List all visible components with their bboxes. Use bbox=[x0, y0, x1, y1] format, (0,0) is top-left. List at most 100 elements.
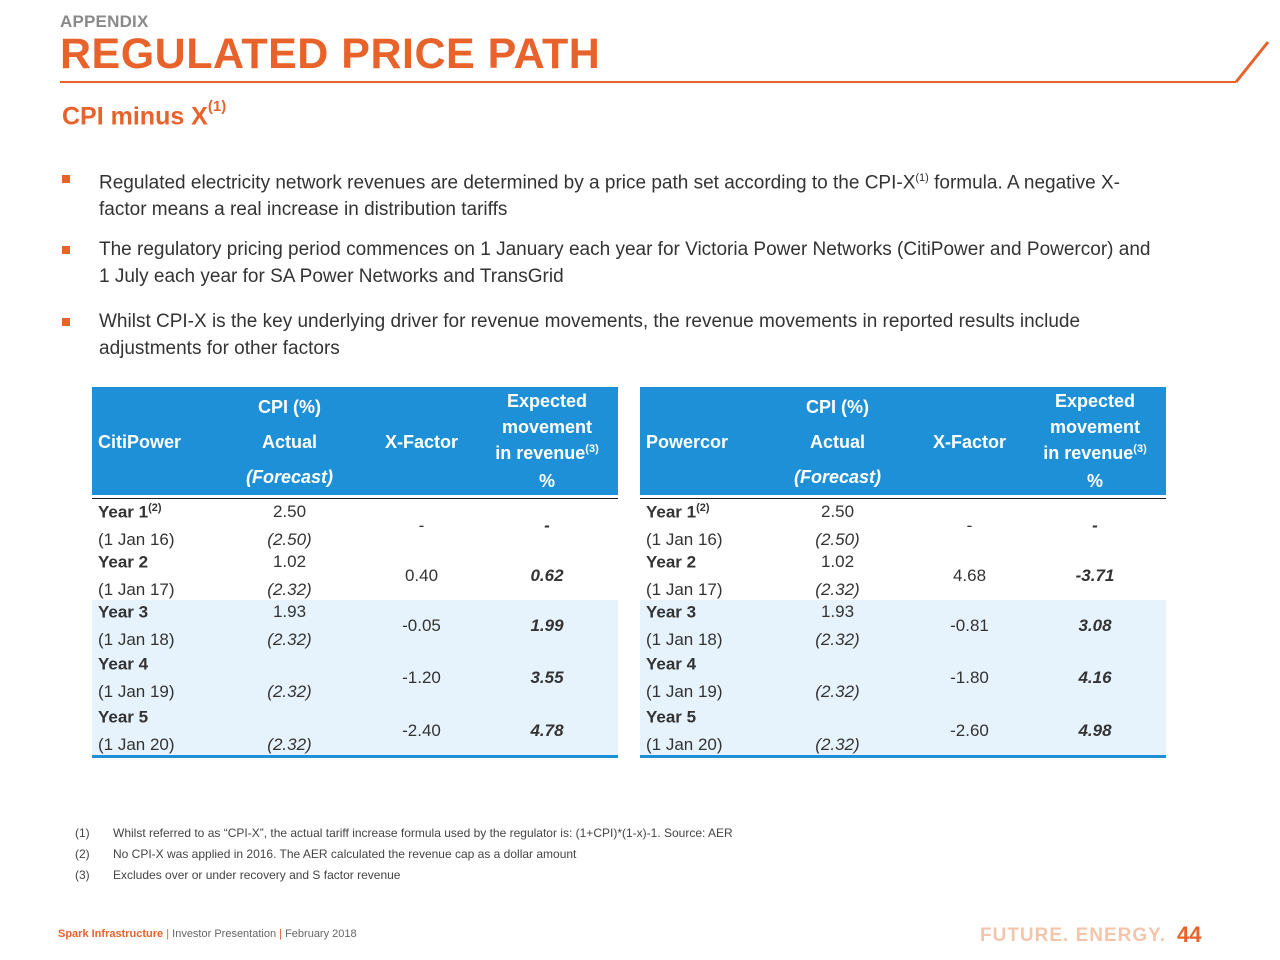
movement-header: movement bbox=[501, 417, 593, 437]
footnote-number: (2) bbox=[75, 847, 90, 861]
table-citipower: CitiPower CPI (%) Actual (Forecast) X-Factor… bbox=[92, 387, 618, 759]
cpi-forecast-cell: (2.32) bbox=[267, 735, 312, 754]
row-year-label: Year 3 bbox=[646, 602, 697, 622]
percent-header: % bbox=[1086, 471, 1103, 491]
footer-date: February 2018 bbox=[285, 928, 357, 940]
footnote-text: Excludes over or under recovery and S fa… bbox=[113, 868, 401, 882]
row-year-label: Year 2 bbox=[646, 552, 697, 572]
row-date: (1 Jan 20) bbox=[98, 735, 175, 754]
row-date: (1 Jan 17) bbox=[646, 580, 723, 599]
row-year-label: Year 1 bbox=[98, 502, 149, 522]
page-number: 44 bbox=[1177, 922, 1202, 947]
row-year-label: Year 1 bbox=[646, 502, 697, 522]
table-header: Powercor CPI (%) Actual (Forecast) X-Factor E… bbox=[640, 387, 1166, 495]
xfactor-cell: -2.60 bbox=[950, 721, 989, 740]
bullet-item: Whilst CPI-X is the key underlying drive… bbox=[62, 308, 1162, 368]
cpi-actual-cell: 1.93 bbox=[272, 602, 307, 621]
footnote-text: Whilst referred to as “CPI-X”, the actua… bbox=[113, 826, 733, 840]
xfactor-cell: - bbox=[418, 516, 425, 535]
table-powercor: Powercor CPI (%) Actual (Forecast) X-Factor E… bbox=[640, 387, 1166, 759]
table-bottom-rule bbox=[92, 755, 618, 758]
cpi-forecast-cell: (2.32) bbox=[815, 580, 860, 599]
cpi-forecast-cell: (2.32) bbox=[267, 630, 312, 649]
footer-tagline: FUTURE. ENERGY. bbox=[980, 925, 1167, 946]
movement-cell: 1.99 bbox=[530, 616, 564, 635]
cpi-forecast-cell: (2.32) bbox=[815, 682, 860, 701]
row-date: (1 Jan 20) bbox=[646, 735, 723, 754]
bullet-square-icon bbox=[62, 246, 70, 254]
cpi-actual-cell: 1.93 bbox=[820, 602, 855, 621]
movement-header: movement bbox=[1049, 417, 1141, 437]
row-date: (1 Jan 16) bbox=[646, 530, 723, 549]
xfactor-cell: -2.40 bbox=[402, 721, 441, 740]
cpi-actual-cell: 2.50 bbox=[272, 502, 307, 521]
row-date: (1 Jan 16) bbox=[98, 530, 175, 549]
row-date: (1 Jan 18) bbox=[98, 630, 175, 649]
bullet-item: Regulated electricity network revenues a… bbox=[62, 165, 1162, 225]
row-year-label: Year 5 bbox=[98, 707, 149, 727]
bullet-text: Whilst CPI-X is the key underlying drive… bbox=[99, 311, 1081, 359]
movement-footnote-ref: (3) bbox=[585, 443, 599, 455]
bullet-square-icon bbox=[62, 318, 70, 326]
table-header: CitiPower CPI (%) Actual (Forecast) X-Factor… bbox=[92, 387, 618, 495]
row-year: Year 4 bbox=[98, 654, 148, 675]
cpi-forecast-cell: (2.32) bbox=[267, 580, 312, 599]
row-year: Year 5 bbox=[98, 707, 148, 728]
footnote-text: No CPI-X was applied in 2016. The AER ca… bbox=[113, 847, 577, 861]
xfactor-cell: -1.20 bbox=[402, 668, 441, 687]
xfactor-cell: - bbox=[966, 516, 973, 535]
movement-header: in revenue(3) bbox=[492, 443, 602, 464]
xfactor-cell: 4.68 bbox=[952, 566, 987, 585]
row-year-label: Year 3 bbox=[98, 602, 149, 622]
row-year: Year 3 bbox=[98, 602, 148, 623]
row-year-label: Year 4 bbox=[646, 654, 697, 674]
bullet-text-part: Regulated electricity network revenues a… bbox=[99, 172, 916, 194]
bullet-item: The regulatory pricing period commences … bbox=[62, 236, 1162, 296]
row-year: Year 2 bbox=[98, 552, 148, 573]
row-year: Year 3 bbox=[646, 602, 696, 623]
title-slash-decoration bbox=[1234, 41, 1270, 83]
movement-cell: 4.98 bbox=[1078, 721, 1112, 740]
movement-cell: 4.16 bbox=[1078, 668, 1112, 687]
cpi-actual-header: Actual bbox=[261, 432, 317, 452]
xfactor-cell: -0.81 bbox=[950, 616, 989, 635]
cpi-forecast-cell: (2.32) bbox=[815, 735, 860, 754]
section-subtitle: CPI minus X(1) bbox=[62, 98, 226, 131]
row-year: Year 2 bbox=[646, 552, 696, 573]
movement-header-text: in revenue bbox=[1043, 443, 1134, 463]
cpi-forecast-header: (Forecast) bbox=[793, 467, 882, 487]
subtitle-footnote-ref: (1) bbox=[207, 98, 227, 115]
movement-cell: 3.55 bbox=[530, 668, 564, 687]
xfactor-cell: 0.40 bbox=[404, 566, 439, 585]
footer-separator: | bbox=[279, 928, 283, 940]
table-bottom-rule bbox=[640, 755, 1166, 758]
subtitle-text: CPI minus X bbox=[62, 102, 208, 131]
footer-brand: Spark Infrastructure bbox=[58, 928, 164, 940]
bullet-square-icon bbox=[62, 175, 70, 183]
movement-cell: 0.62 bbox=[530, 566, 564, 585]
row-date: (1 Jan 19) bbox=[646, 682, 723, 701]
movement-cell: - bbox=[544, 516, 550, 535]
row-year: Year 5 bbox=[646, 707, 696, 728]
cpi-actual-cell: 1.02 bbox=[272, 552, 307, 571]
bullet-text-part: formula. A negative X-factor means a rea… bbox=[99, 172, 1120, 221]
movement-header: in revenue(3) bbox=[1040, 443, 1150, 464]
cpi-forecast-cell: (2.32) bbox=[815, 630, 860, 649]
cpi-header: CPI (%) bbox=[806, 397, 869, 417]
percent-header: % bbox=[538, 471, 555, 491]
movement-header: Expected bbox=[506, 391, 588, 411]
row-year-footnote-ref: (2) bbox=[696, 502, 710, 514]
cpi-actual-header: Actual bbox=[809, 432, 865, 452]
cpi-forecast-cell: (2.50) bbox=[267, 530, 312, 549]
movement-cell: 4.78 bbox=[530, 721, 564, 740]
footer-credits: Spark Infrastructure | Investor Presenta… bbox=[58, 928, 357, 940]
row-year: Year 1(2) bbox=[646, 502, 710, 523]
movement-cell: 3.08 bbox=[1078, 616, 1112, 635]
table-divider bbox=[92, 498, 618, 499]
movement-footnote-ref: (3) bbox=[1133, 443, 1147, 455]
row-year-label: Year 2 bbox=[98, 552, 149, 572]
row-year: Year 1(2) bbox=[98, 502, 162, 523]
movement-cell: - bbox=[1092, 516, 1098, 535]
movement-cell: -3.71 bbox=[1075, 566, 1115, 585]
section-kicker: APPENDIX bbox=[60, 12, 149, 31]
